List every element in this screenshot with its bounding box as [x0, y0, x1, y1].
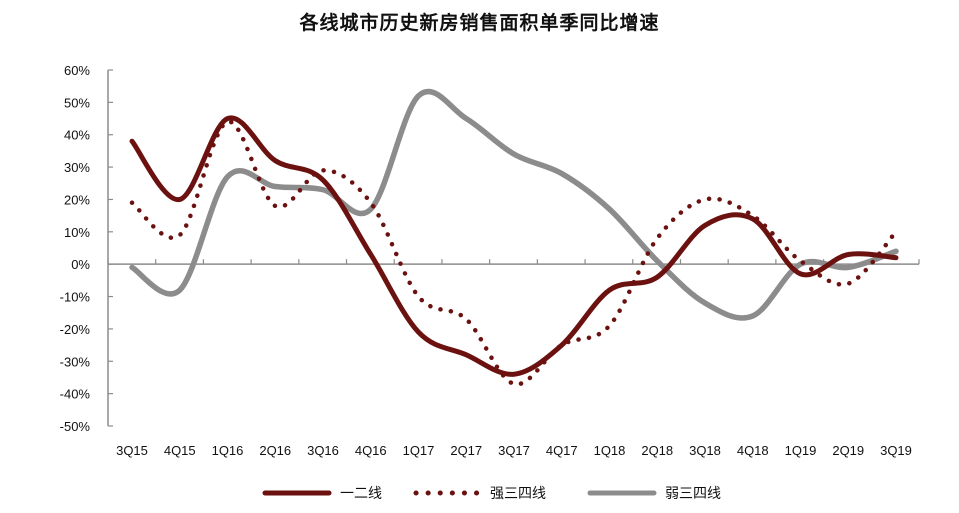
chart-title: 各线城市历史新房销售面积单季同比增速	[299, 12, 660, 34]
y-tick-label: 20%	[64, 192, 90, 207]
x-tick-label: 4Q16	[355, 443, 387, 458]
x-tick-label: 4Q15	[164, 443, 196, 458]
x-tick-label: 2Q16	[259, 443, 291, 458]
x-tick-label: 4Q18	[737, 443, 769, 458]
x-tick-label: 3Q16	[307, 443, 339, 458]
x-tick-label: 3Q17	[498, 443, 530, 458]
series-line-tier1-2	[129, 115, 899, 377]
y-tick-label: 10%	[64, 225, 90, 240]
y-tick-label: 40%	[64, 128, 90, 143]
x-tick-label: 3Q18	[689, 443, 721, 458]
series-lines	[129, 88, 899, 387]
x-tick-label: 1Q18	[594, 443, 626, 458]
y-tick-label: -40%	[60, 387, 91, 402]
y-tick-label: -50%	[60, 419, 91, 434]
x-tick-label: 3Q15	[116, 443, 148, 458]
x-tick-label: 1Q17	[403, 443, 435, 458]
y-axis-tick-labels: 60% 50% 40% 30% 20% 10% 0% -10% -20% -30% -40% -50%	[60, 63, 91, 434]
line-chart: 60% 50% 40% 30% 20% 10% 0% -10% -20% -30% -40% -50%…	[60, 63, 920, 458]
y-tick-label: 60%	[64, 63, 90, 78]
dotted-line-swatch-icon	[413, 490, 481, 496]
legend-item-strong-tier3-4: 强三四线	[412, 482, 546, 504]
x-tick-label: 2Q19	[832, 443, 864, 458]
y-tick-label: -10%	[60, 290, 91, 305]
legend: 一二线 强三四线 弱三四线	[0, 482, 959, 504]
solid-line-swatch-icon	[262, 490, 332, 496]
y-tick-label: -30%	[60, 354, 91, 369]
y-tick-label: 30%	[64, 160, 90, 175]
series-line-weak-tier3-4	[129, 88, 899, 321]
x-axis-tick-labels: 3Q15 4Q15 1Q16 2Q16 3Q16 4Q16 1Q17 2Q17 3Q17 4Q17…	[116, 443, 912, 458]
x-tick-label: 3Q19	[880, 443, 912, 458]
legend-item-tier1-2: 一二线	[262, 482, 382, 504]
legend-label: 一二线	[340, 486, 382, 502]
x-tick-label: 1Q19	[785, 443, 817, 458]
y-tick-label: 0%	[71, 257, 90, 272]
x-tick-label: 2Q18	[641, 443, 673, 458]
x-tick-label: 2Q17	[450, 443, 482, 458]
y-tick-label: -20%	[60, 322, 91, 337]
y-tick-label: 50%	[64, 95, 90, 110]
gray-line-swatch-icon	[587, 490, 657, 496]
legend-label: 弱三四线	[665, 486, 721, 502]
legend-label: 强三四线	[490, 486, 546, 502]
axes	[107, 69, 920, 427]
legend-item-weak-tier3-4: 弱三四线	[587, 482, 721, 504]
x-tick-label: 4Q17	[546, 443, 578, 458]
x-tick-label: 1Q16	[212, 443, 244, 458]
